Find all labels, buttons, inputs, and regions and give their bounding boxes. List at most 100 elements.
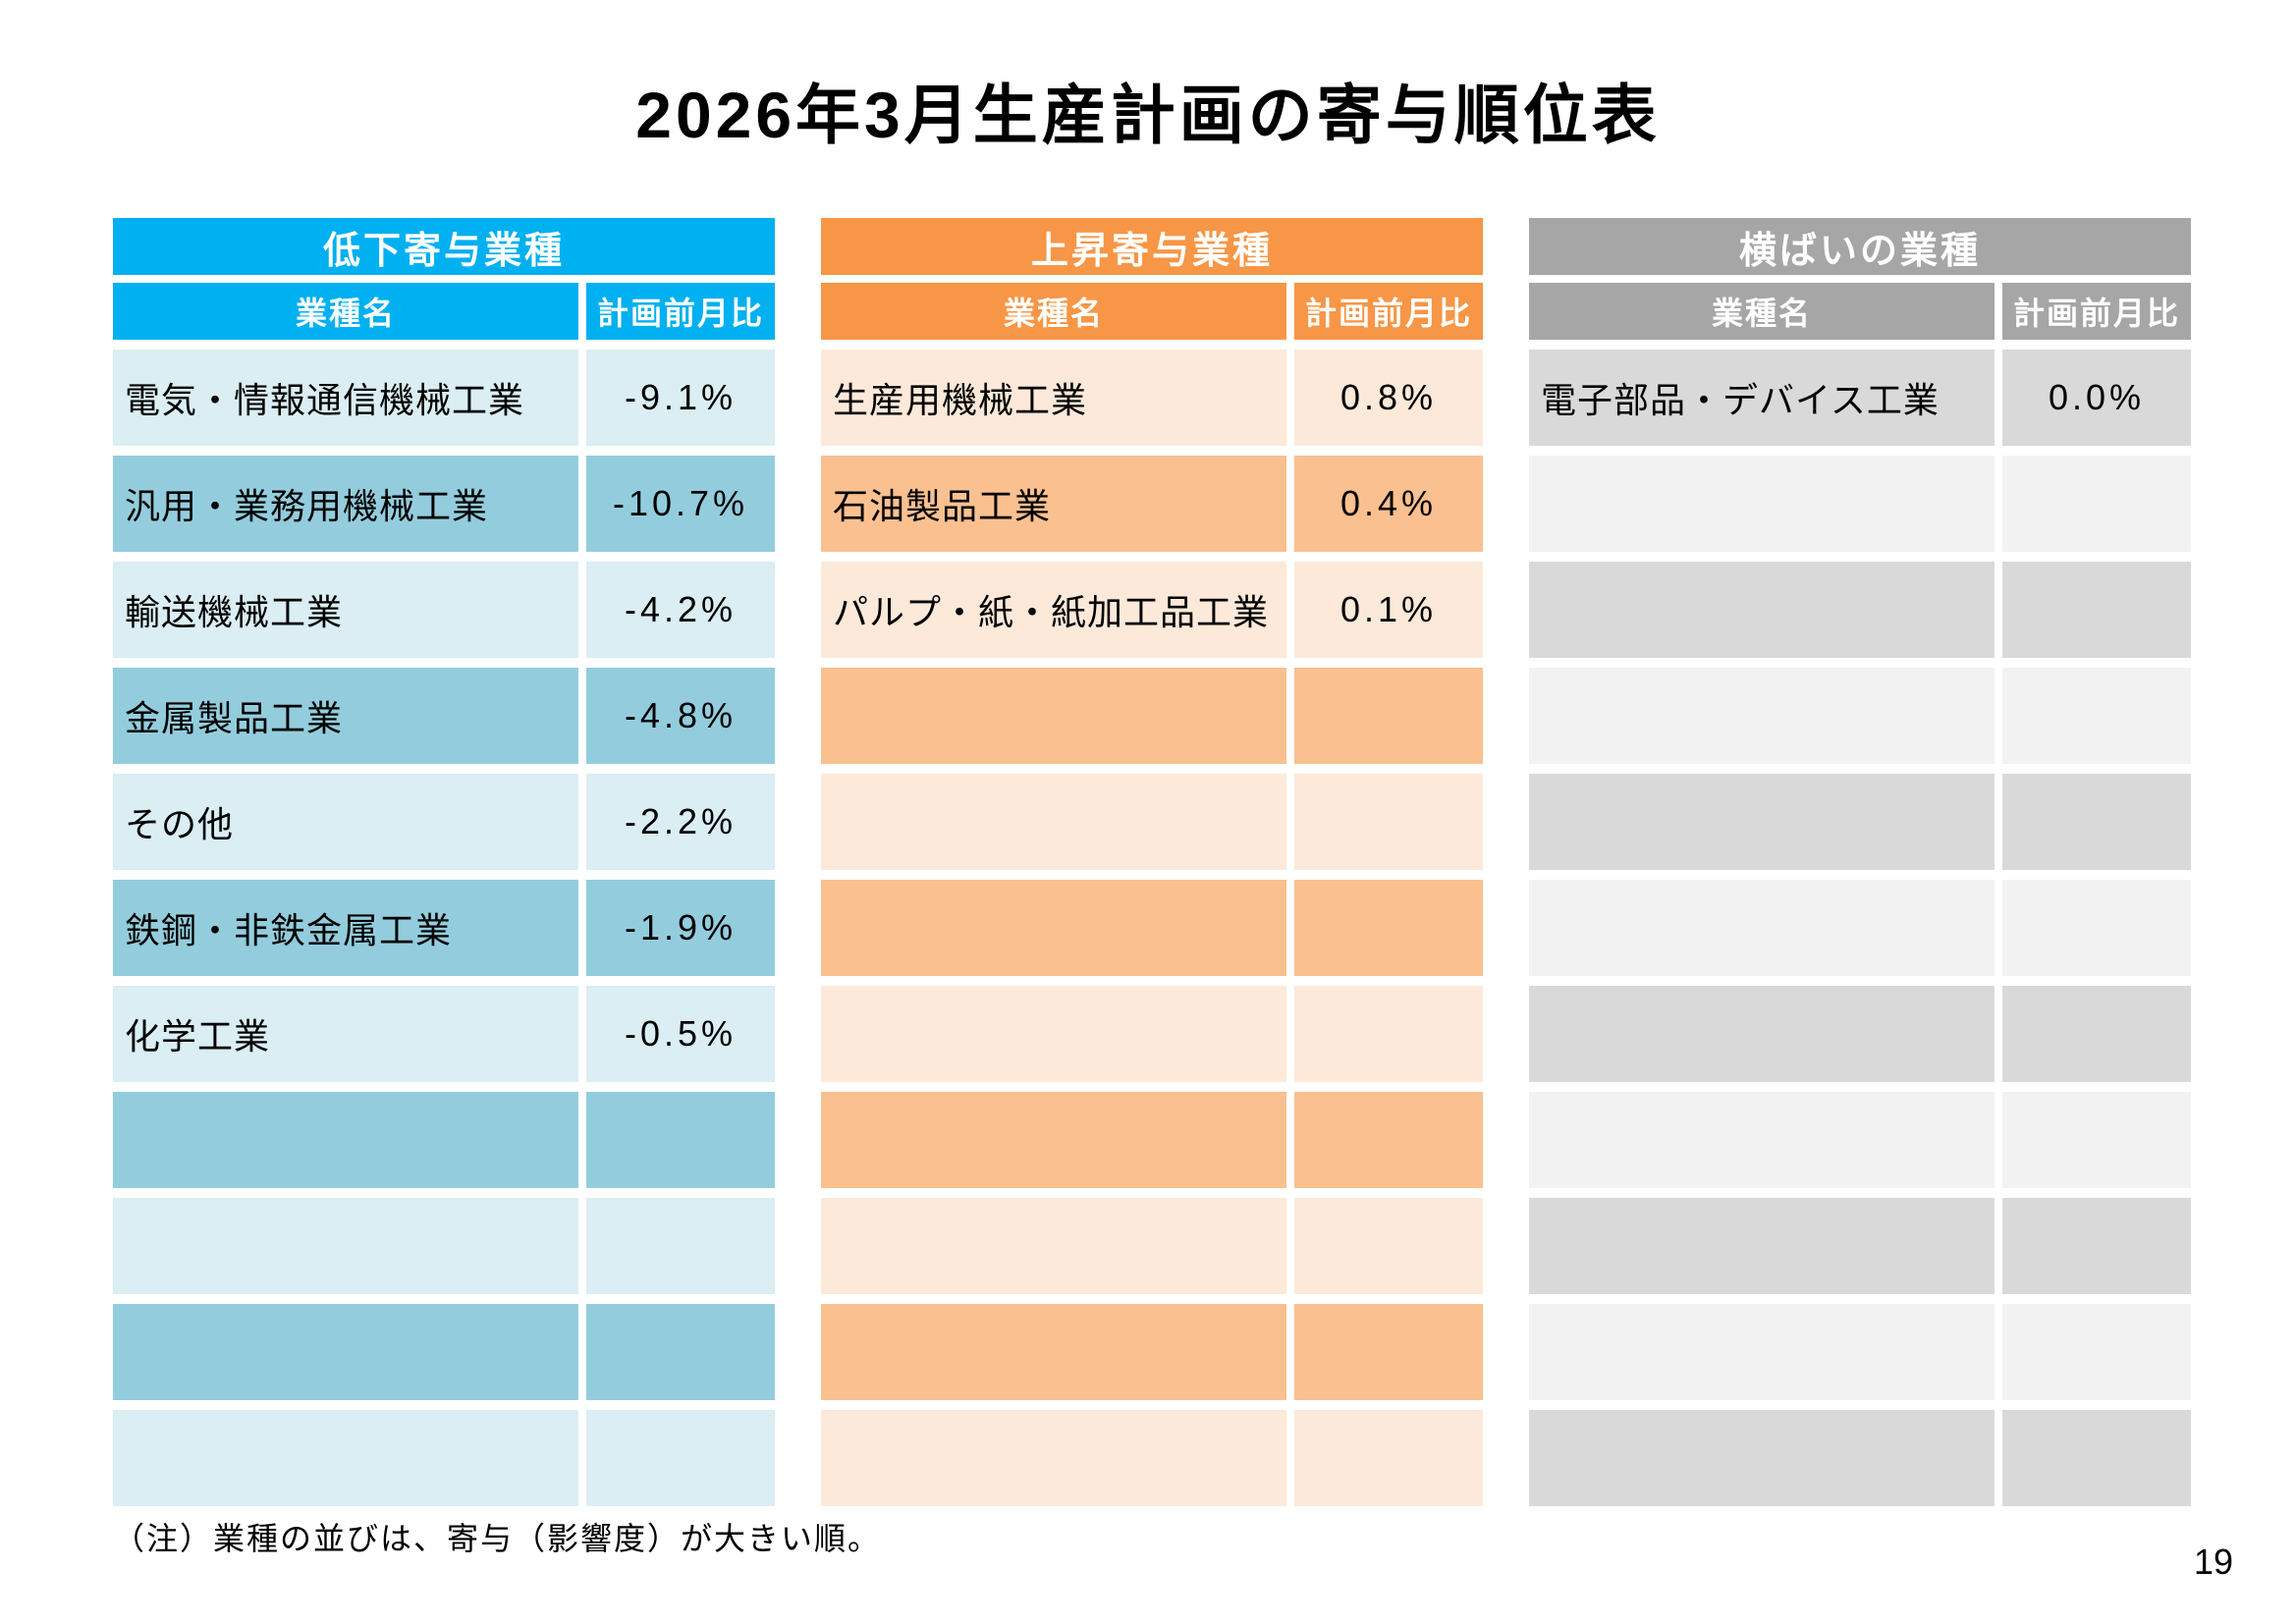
table-row xyxy=(821,668,1483,764)
ratio-value-cell: -10.7% xyxy=(586,456,775,552)
table-row xyxy=(1529,774,2191,870)
table-row: 輸送機械工業 -4.2% xyxy=(113,562,775,658)
ratio-value-cell xyxy=(586,1304,775,1400)
table-row xyxy=(1529,456,2191,552)
table-row: その他 -2.2% xyxy=(113,774,775,870)
table-row xyxy=(821,774,1483,870)
ratio-value-cell: -0.5% xyxy=(586,986,775,1082)
industry-name-cell xyxy=(821,880,1286,976)
table-subheader: 業種名 計画前月比 xyxy=(113,283,775,340)
ratio-value-cell xyxy=(2002,1304,2191,1400)
table-header: 上昇寄与業種 xyxy=(821,218,1483,275)
table-rise-contribution: 上昇寄与業種 業種名 計画前月比 生産用機械工業 0.8% 石油製品工業 0.4% パル… xyxy=(821,218,1483,1516)
industry-name-cell xyxy=(113,1410,578,1506)
industry-name-cell xyxy=(821,1410,1286,1506)
industry-name-cell xyxy=(1529,1198,1995,1294)
ratio-value-cell: 0.4% xyxy=(1294,456,1483,552)
industry-name-cell: その他 xyxy=(113,774,578,870)
industry-name-cell xyxy=(821,774,1286,870)
table-row: 金属製品工業 -4.8% xyxy=(113,668,775,764)
column-header-industry: 業種名 xyxy=(1529,283,1995,340)
table-decline-contribution: 低下寄与業種 業種名 計画前月比 電気・情報通信機械工業 -9.1% 汎用・業務用機… xyxy=(113,218,775,1516)
ratio-value-cell xyxy=(2002,562,2191,658)
table-header: 横ばいの業種 xyxy=(1529,218,2191,275)
ratio-value-cell xyxy=(1294,1304,1483,1400)
ratio-value-cell xyxy=(2002,1198,2191,1294)
table-row xyxy=(1529,1304,2191,1400)
industry-name-cell xyxy=(821,1198,1286,1294)
table-row: 化学工業 -0.5% xyxy=(113,986,775,1082)
ratio-value-cell xyxy=(586,1198,775,1294)
industry-name-cell xyxy=(821,986,1286,1082)
ratio-value-cell: -2.2% xyxy=(586,774,775,870)
page-title: 2026年3月生産計画の寄与順位表 xyxy=(635,79,1661,151)
table-rows: 電子部品・デバイス工業 0.0% xyxy=(1529,350,2191,1506)
page-number: 19 xyxy=(2193,1542,2233,1582)
ratio-value-cell: -4.2% xyxy=(586,562,775,658)
table-row: 電子部品・デバイス工業 0.0% xyxy=(1529,350,2191,446)
industry-name-cell: 金属製品工業 xyxy=(113,668,578,764)
table-row: 汎用・業務用機械工業 -10.7% xyxy=(113,456,775,552)
table-row xyxy=(1529,880,2191,976)
industry-name-cell xyxy=(1529,1304,1995,1400)
table-row xyxy=(821,1410,1483,1506)
table-row xyxy=(821,1092,1483,1188)
table-row: パルプ・紙・紙加工品工業 0.1% xyxy=(821,562,1483,658)
ratio-value-cell xyxy=(586,1092,775,1188)
table-row: 鉄鋼・非鉄金属工業 -1.9% xyxy=(113,880,775,976)
industry-name-cell xyxy=(1529,1410,1995,1506)
ratio-value-cell xyxy=(1294,1410,1483,1506)
industry-name-cell xyxy=(1529,668,1995,764)
ratio-value-cell xyxy=(2002,880,2191,976)
table-row: 石油製品工業 0.4% xyxy=(821,456,1483,552)
ratio-value-cell xyxy=(2002,774,2191,870)
ratio-value-cell xyxy=(1294,774,1483,870)
table-row xyxy=(113,1304,775,1400)
table-row xyxy=(1529,1410,2191,1506)
ratio-value-cell: -9.1% xyxy=(586,350,775,446)
ratio-value-cell xyxy=(586,1410,775,1506)
industry-name-cell xyxy=(1529,774,1995,870)
ratio-value-cell xyxy=(2002,456,2191,552)
industry-name-cell xyxy=(821,1304,1286,1400)
ratio-value-cell: 0.1% xyxy=(1294,562,1483,658)
ratio-value-cell xyxy=(2002,668,2191,764)
table-rows: 電気・情報通信機械工業 -9.1% 汎用・業務用機械工業 -10.7% 輸送機械工業 -4… xyxy=(113,350,775,1506)
table-row xyxy=(821,1304,1483,1400)
ratio-value-cell: -1.9% xyxy=(586,880,775,976)
table-row xyxy=(1529,1198,2191,1294)
industry-name-cell xyxy=(113,1198,578,1294)
industry-name-cell xyxy=(113,1092,578,1188)
table-row: 電気・情報通信機械工業 -9.1% xyxy=(113,350,775,446)
industry-name-cell: 生産用機械工業 xyxy=(821,350,1286,446)
ratio-value-cell: 0.0% xyxy=(2002,350,2191,446)
ratio-value-cell xyxy=(2002,1092,2191,1188)
ratio-value-cell xyxy=(1294,880,1483,976)
table-row xyxy=(821,880,1483,976)
industry-name-cell xyxy=(113,1304,578,1400)
industry-name-cell xyxy=(821,668,1286,764)
table-row xyxy=(113,1198,775,1294)
footnote: （注）業種の並びは、寄与（影響度）が大きい順。 xyxy=(113,1521,882,1556)
table-flat-industries: 横ばいの業種 業種名 計画前月比 電子部品・デバイス工業 0.0% xyxy=(1529,218,2191,1516)
column-header-industry: 業種名 xyxy=(821,283,1286,340)
table-row xyxy=(1529,1092,2191,1188)
table-row xyxy=(821,986,1483,1082)
industry-name-cell: 電子部品・デバイス工業 xyxy=(1529,350,1995,446)
ratio-value-cell xyxy=(2002,1410,2191,1506)
ratio-value-cell: 0.8% xyxy=(1294,350,1483,446)
table-subheader: 業種名 計画前月比 xyxy=(1529,283,2191,340)
column-header-ratio: 計画前月比 xyxy=(1294,283,1483,340)
column-header-industry: 業種名 xyxy=(113,283,578,340)
industry-name-cell: パルプ・紙・紙加工品工業 xyxy=(821,562,1286,658)
industry-name-cell: 化学工業 xyxy=(113,986,578,1082)
ratio-value-cell xyxy=(1294,1092,1483,1188)
table-row xyxy=(113,1410,775,1506)
table-rows: 生産用機械工業 0.8% 石油製品工業 0.4% パルプ・紙・紙加工品工業 0.1% xyxy=(821,350,1483,1506)
industry-name-cell: 石油製品工業 xyxy=(821,456,1286,552)
industry-name-cell: 鉄鋼・非鉄金属工業 xyxy=(113,880,578,976)
table-header: 低下寄与業種 xyxy=(113,218,775,275)
table-row xyxy=(1529,562,2191,658)
industry-name-cell: 電気・情報通信機械工業 xyxy=(113,350,578,446)
table-row xyxy=(1529,668,2191,764)
